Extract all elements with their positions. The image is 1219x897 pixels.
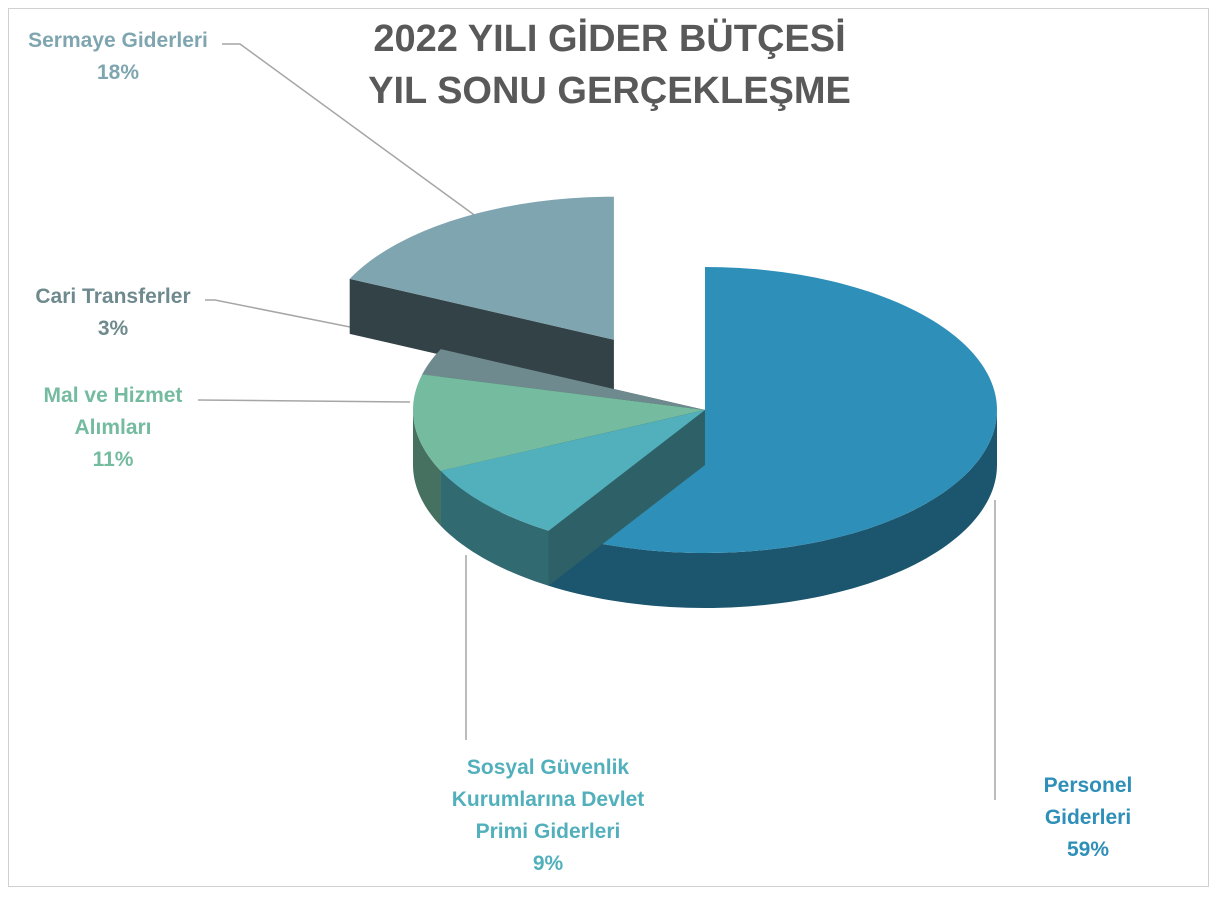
value-label: 18% [96, 61, 140, 84]
leader-line [197, 399, 411, 403]
data-label: Sermaye Giderleri 18% [8, 25, 228, 89]
value-label: 59% [1066, 838, 1110, 861]
data-label: Cari Transferler 3% [13, 281, 213, 345]
pie-slice [440, 410, 705, 586]
slice-top [440, 410, 705, 531]
value-label: 3% [97, 317, 129, 340]
slice-top [349, 196, 614, 340]
category-label: Cari Transferler [35, 285, 191, 308]
slice-wall [548, 410, 997, 608]
category-label: Mal ve Hizmet Alımları [43, 384, 183, 439]
slice-wall [440, 470, 549, 586]
chart-title: 2022 YILI GİDER BÜTÇESİ [373, 18, 846, 60]
pie-slice [349, 196, 614, 395]
slice-top [413, 374, 705, 471]
category-label: Sosyal Güvenlik Kurumlarına Devlet Primi… [451, 756, 645, 843]
data-label: Personel Giderleri 59% [1018, 770, 1158, 866]
data-label: Sosyal Güvenlik Kurumlarına Devlet Primi… [428, 752, 668, 880]
slice-side [349, 278, 614, 395]
slice-top [422, 349, 705, 410]
data-label: Mal ve Hizmet Alımları 11% [23, 380, 203, 476]
slice-wall [413, 410, 441, 526]
value-label: 9% [532, 852, 564, 875]
chart-title: YIL SONU GERÇEKLEŞME [368, 70, 851, 112]
leader-line [222, 43, 489, 226]
category-label: Sermaye Giderleri [28, 29, 208, 52]
value-label: 11% [92, 448, 134, 471]
chart-frame [8, 8, 1209, 887]
category-label: Personel Giderleri [1043, 774, 1133, 829]
